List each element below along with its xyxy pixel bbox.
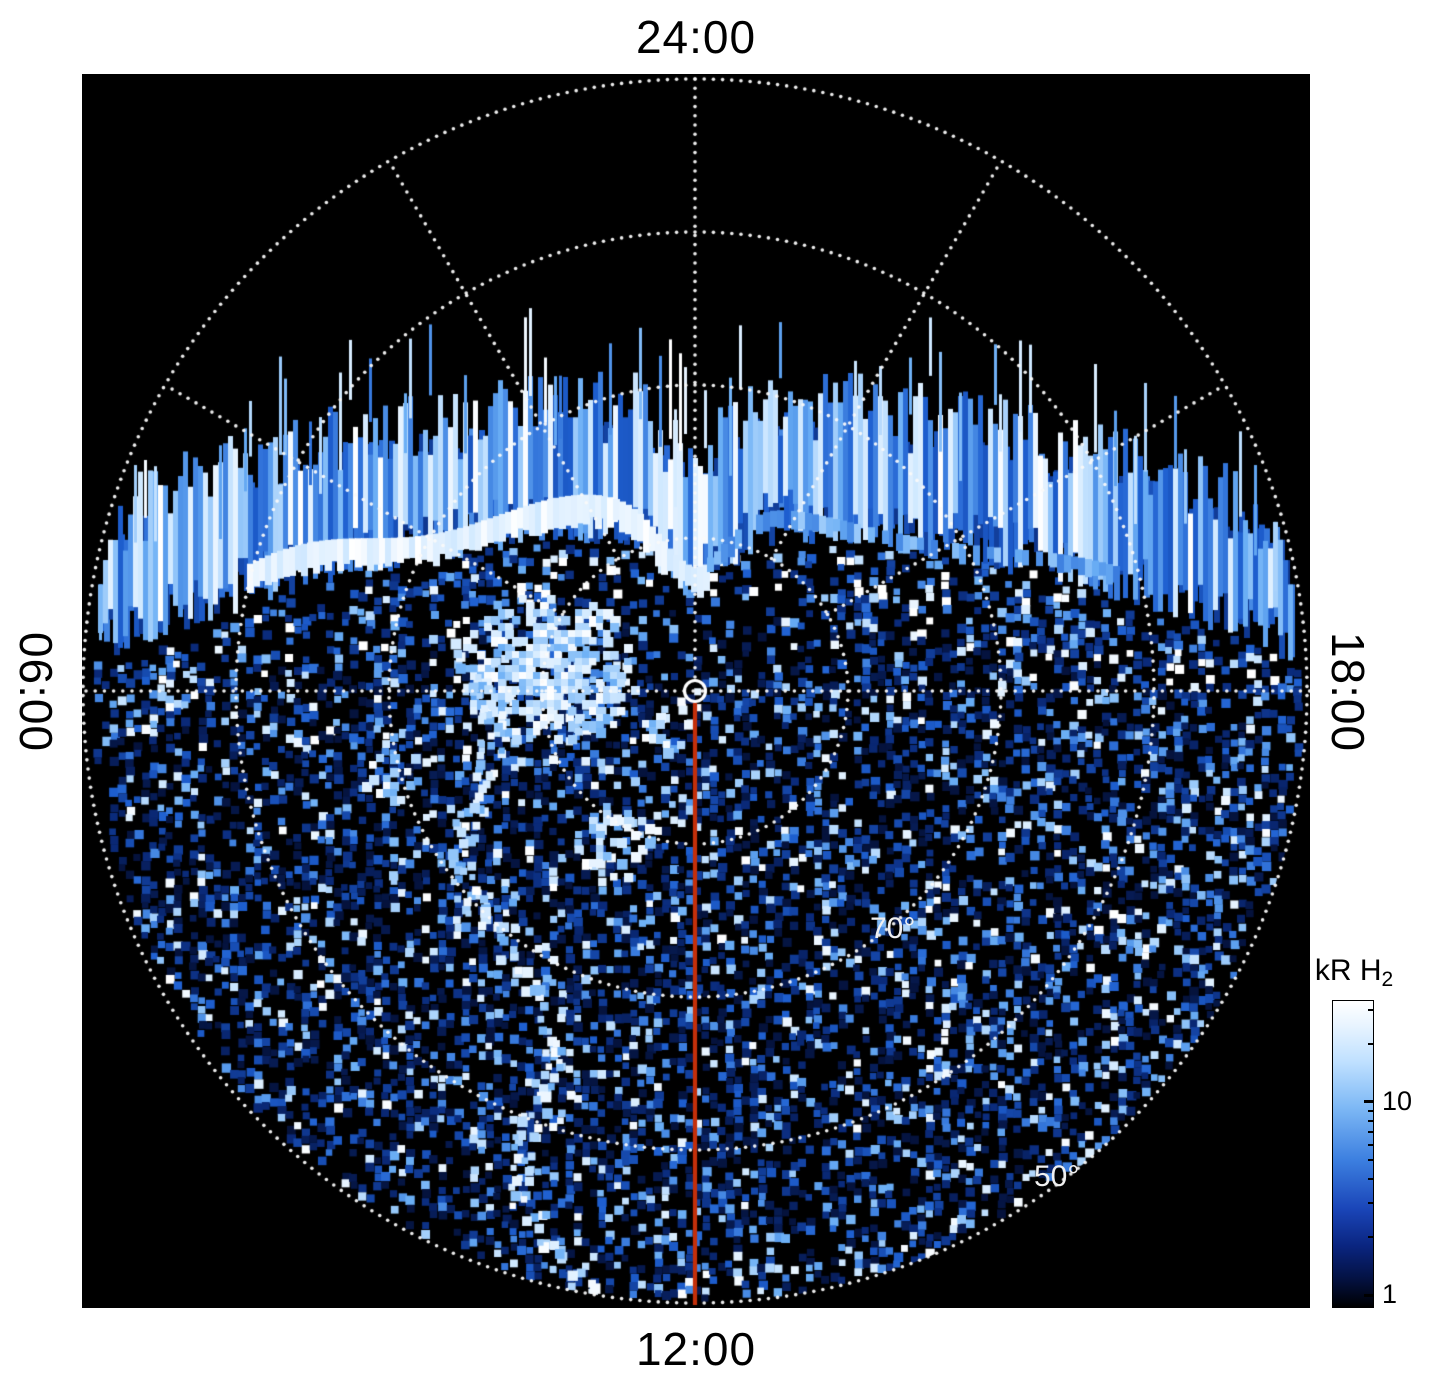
time-label-1800: 18:00	[1322, 631, 1374, 753]
colorbar-tick-label-1: 1	[1382, 1279, 1398, 1310]
colorbar-minor-tick	[1368, 1130, 1373, 1133]
ring-label-70: 70°	[870, 912, 916, 945]
colorbar-minor-tick	[1368, 1143, 1373, 1146]
colorbar-minor-tick	[1368, 1008, 1373, 1011]
polar-map-canvas	[82, 74, 1310, 1308]
colorbar-minor-tick	[1368, 1109, 1373, 1112]
colorbar-tick-label-10: 10	[1382, 1085, 1413, 1116]
colorbar-minor-tick	[1368, 1159, 1373, 1162]
colorbar-major-tick	[1364, 1293, 1373, 1297]
colorbar-title-main: kR H	[1314, 954, 1382, 987]
colorbar-minor-tick	[1368, 1236, 1373, 1239]
colorbar: kR H2 10 1	[1315, 952, 1443, 1332]
polar-map-panel: 70° 50°	[82, 74, 1310, 1308]
ring-label-50: 50°	[1034, 1160, 1080, 1193]
colorbar-minor-tick	[1368, 1119, 1373, 1122]
time-label-1200: 12:00	[635, 1323, 757, 1375]
colorbar-gradient	[1332, 1000, 1374, 1308]
time-label-2400: 24:00	[635, 11, 757, 63]
colorbar-minor-tick	[1368, 1042, 1373, 1045]
time-label-0600: 06:00	[10, 631, 62, 753]
colorbar-title: kR H2	[1315, 954, 1393, 992]
colorbar-title-subscript: 2	[1381, 968, 1394, 991]
colorbar-major-tick	[1364, 1100, 1373, 1104]
colorbar-minor-tick	[1368, 1201, 1373, 1204]
colorbar-minor-tick	[1368, 1178, 1373, 1181]
